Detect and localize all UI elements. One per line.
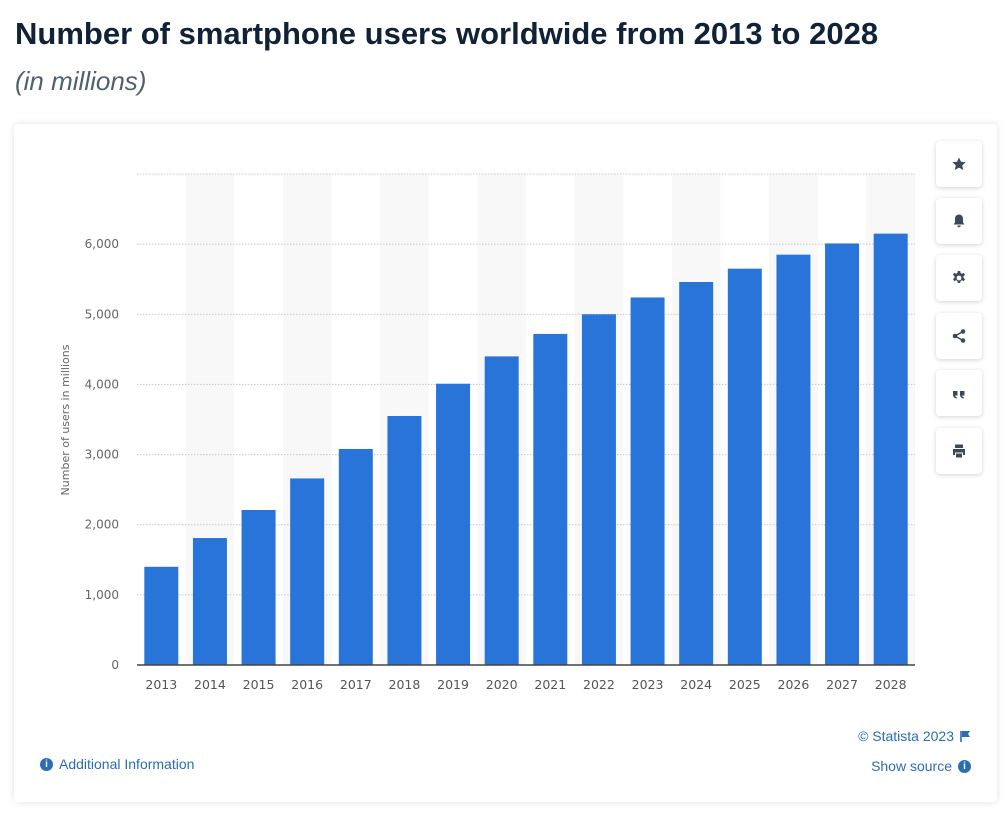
share-button[interactable] xyxy=(936,313,982,359)
info-icon: i xyxy=(958,759,971,773)
bar-2025 xyxy=(727,268,762,665)
gear-icon xyxy=(953,271,965,283)
bar-chart: 0 1,000 2,000 3,000 4,000 5,000 6,000 Number of… xyxy=(59,173,915,692)
x-tick-label: 2024 xyxy=(680,677,712,692)
x-tick-label: 2025 xyxy=(729,677,761,692)
bar-2020 xyxy=(484,356,519,665)
bar-2027 xyxy=(825,243,860,665)
copyright-link[interactable]: © Statista 2023 xyxy=(858,728,971,744)
y-tick-label: 3,000 xyxy=(85,448,119,462)
flag-icon xyxy=(960,731,970,742)
y-tick-label: 1,000 xyxy=(85,588,119,602)
bell-icon xyxy=(953,214,965,228)
x-tick-label: 2017 xyxy=(340,677,372,692)
settings-button[interactable] xyxy=(936,255,982,301)
x-tick-label: 2028 xyxy=(875,677,907,692)
printer-icon xyxy=(953,444,965,458)
y-tick-label: 5,000 xyxy=(85,307,119,321)
bar-2023 xyxy=(630,297,665,665)
y-tick-label: 4,000 xyxy=(85,377,119,391)
show-source-link[interactable]: Show source i xyxy=(871,758,971,774)
bar-2021 xyxy=(533,333,568,665)
bar-2028 xyxy=(873,233,908,665)
chart-card: 0 1,000 2,000 3,000 4,000 5,000 6,000 Number of… xyxy=(14,124,997,802)
bar-2022 xyxy=(581,314,616,665)
additional-information-link[interactable]: i Additional Information xyxy=(40,756,194,772)
print-button[interactable] xyxy=(936,428,982,474)
x-tick-label: 2015 xyxy=(243,677,275,692)
favorite-button[interactable] xyxy=(936,141,982,187)
share-icon xyxy=(952,329,966,343)
info-icon: i xyxy=(40,757,53,771)
bar-2019 xyxy=(436,383,471,665)
x-tick-label: 2016 xyxy=(291,677,323,692)
bar-2015 xyxy=(241,509,276,665)
bar-2018 xyxy=(387,415,422,665)
bar-2017 xyxy=(338,448,373,665)
x-tick-label: 2021 xyxy=(534,677,566,692)
x-tick-label: 2026 xyxy=(778,677,810,692)
x-tick-label: 2019 xyxy=(437,677,469,692)
bar-2014 xyxy=(192,538,227,665)
y-axis-label: Number of users in millions xyxy=(59,344,72,495)
x-tick-label: 2013 xyxy=(145,677,177,692)
x-tick-label: 2027 xyxy=(826,677,858,692)
bar-2024 xyxy=(679,282,714,665)
cite-button[interactable] xyxy=(936,370,982,416)
copyright-text: © Statista 2023 xyxy=(858,728,954,744)
x-tick-label: 2018 xyxy=(389,677,421,692)
x-tick-label: 2023 xyxy=(632,677,664,692)
page-subtitle: (in millions) xyxy=(15,66,147,96)
y-tick-label: 2,000 xyxy=(85,518,119,532)
bar-2016 xyxy=(290,478,325,665)
additional-information-text: Additional Information xyxy=(59,756,195,772)
y-tick-label: 0 xyxy=(111,658,119,672)
y-tick-label: 6,000 xyxy=(85,237,119,251)
star-icon xyxy=(952,157,966,170)
quote-icon xyxy=(953,391,965,399)
show-source-text: Show source xyxy=(871,758,952,774)
bar-2013 xyxy=(144,566,179,665)
notification-button[interactable] xyxy=(936,198,982,244)
x-tick-label: 2014 xyxy=(194,677,226,692)
x-tick-label: 2022 xyxy=(583,677,615,692)
page-title: Number of smartphone users worldwide fro… xyxy=(15,16,879,51)
bar-2026 xyxy=(776,254,811,665)
x-tick-label: 2020 xyxy=(486,677,518,692)
